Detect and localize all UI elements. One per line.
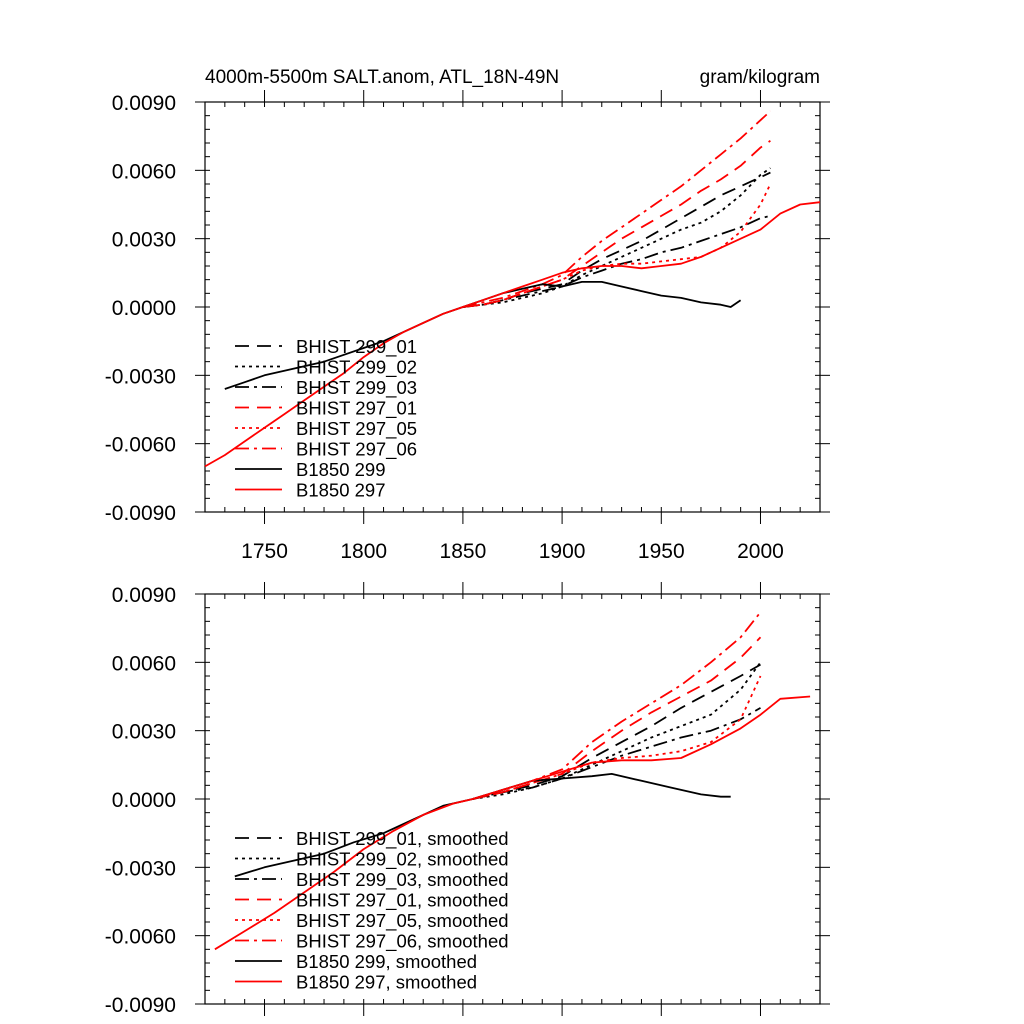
legend-label: BHIST 297_05 [296, 418, 417, 440]
y-tick-label: 0.0090 [112, 92, 176, 115]
legend-label: BHIST 299_02, smoothed [296, 849, 509, 871]
legend-label: BHIST 297_06 [296, 439, 417, 461]
legend-label: BHIST 299_03, smoothed [296, 869, 509, 891]
x-tick-label: 1800 [340, 540, 387, 563]
series-line [472, 707, 761, 800]
legend-label: BHIST 297_01 [296, 398, 417, 420]
series-line [462, 167, 771, 308]
series-line [472, 611, 762, 800]
legend-label: BHIST 299_01, smoothed [296, 828, 509, 850]
y-tick-label: -0.0030 [105, 365, 176, 388]
legend-label: BHIST 297_01, smoothed [296, 890, 509, 912]
legend-label: BHIST 299_02 [296, 357, 417, 379]
y-tick-label: 0.0000 [112, 789, 176, 812]
chart-title: 4000m-5500m SALT.anom, ATL_18N-49N [205, 67, 559, 88]
y-tick-label: 0.0090 [112, 584, 176, 607]
legend-label: BHIST 299_03 [296, 377, 417, 399]
y-tick-label: -0.0030 [105, 857, 176, 880]
series-line [472, 661, 762, 800]
x-tick-label: 1850 [440, 540, 487, 563]
legend-label: BHIST 299_01 [296, 336, 417, 358]
y-tick-label: -0.0060 [105, 926, 176, 949]
x-tick-label: 1750 [241, 540, 288, 563]
x-tick-label: 1950 [638, 540, 685, 563]
series-line [472, 663, 761, 800]
series-line [214, 695, 811, 951]
bottom-panel: 0.0090 0.0060 0.0030 0.0000 -0.0030 -0.0060 -0… [105, 582, 830, 1017]
y-tick-label: 0.0060 [112, 652, 176, 675]
y-tick-label: -0.0090 [105, 502, 176, 525]
legend-label: B1850 299 [296, 459, 386, 480]
series-line [472, 675, 762, 800]
y-tick-label: 0.0030 [112, 721, 176, 744]
series-line [462, 110, 772, 308]
legend-label: B1850 299, smoothed [296, 951, 477, 972]
x-tick-label: 1900 [539, 540, 586, 563]
legend-label: B1850 297, smoothed [296, 972, 477, 993]
series-line [462, 139, 771, 308]
series-line [462, 171, 771, 308]
units-label: gram/kilogram [700, 67, 820, 88]
x-tick-label: 2000 [737, 540, 784, 563]
top-panel: 1750 1800 1850 1900 1950 2000 0.0090 0.0060 0.00… [105, 67, 830, 563]
series-line [462, 215, 771, 308]
legend-label: BHIST 297_06, smoothed [296, 931, 509, 953]
y-tick-label: 0.0000 [112, 297, 176, 320]
y-tick-label: -0.0090 [105, 994, 176, 1017]
y-tick-label: 0.0030 [112, 229, 176, 252]
y-tick-label: -0.0060 [105, 434, 176, 457]
legend-label: B1850 297 [296, 480, 386, 501]
y-tick-label: 0.0060 [112, 160, 176, 183]
legend-label: BHIST 297_05, smoothed [296, 910, 509, 932]
series-line [204, 201, 821, 468]
series-line [462, 183, 772, 308]
